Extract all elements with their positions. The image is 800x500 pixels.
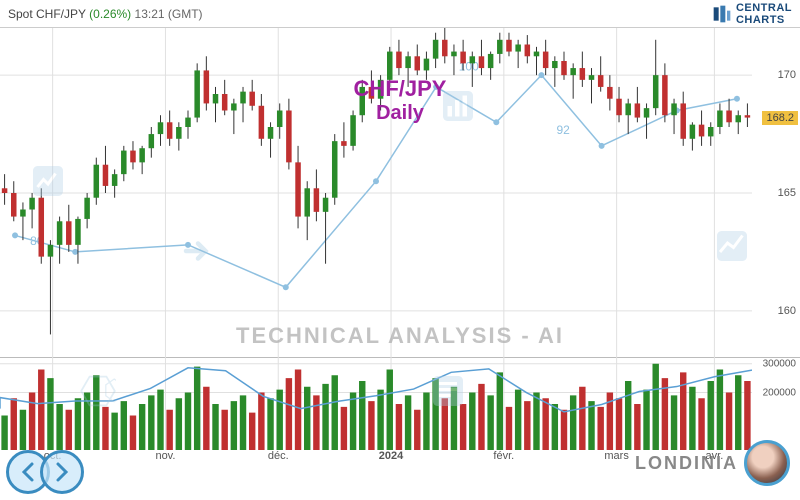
timestamp: 13:21 (GMT) [135,7,203,21]
instrument-info: Spot CHF/JPY (0.26%) 13:21 (GMT) [8,7,203,21]
nav-next-button[interactable] [40,450,84,494]
price-chart[interactable]: 8010092 CHF/JPY Daily TECHNICAL ANALYSIS… [0,28,800,358]
pct-change: (0.26%) [89,7,131,21]
londinia-badge[interactable]: LONDINIA [635,440,790,486]
londinia-avatar-icon [744,440,790,486]
volume-svg [0,358,752,450]
logo-icon [712,4,732,24]
watermark-ta: TECHNICAL ANALYSIS - AI [236,323,564,349]
instrument-name: Spot CHF/JPY [8,7,86,21]
arrow-left-icon [16,460,40,484]
brand-logo[interactable]: CENTRALCHARTS [712,2,792,26]
price-svg: 8010092 [0,28,752,358]
price-axis-labels: 160165170168.2 [760,28,798,357]
arrow-right-icon [50,460,74,484]
logo-text: CENTRALCHARTS [736,2,792,26]
svg-text:92: 92 [556,123,570,137]
chart-header: Spot CHF/JPY (0.26%) 13:21 (GMT) CENTRAL… [0,0,800,28]
londinia-label: LONDINIA [635,453,738,474]
